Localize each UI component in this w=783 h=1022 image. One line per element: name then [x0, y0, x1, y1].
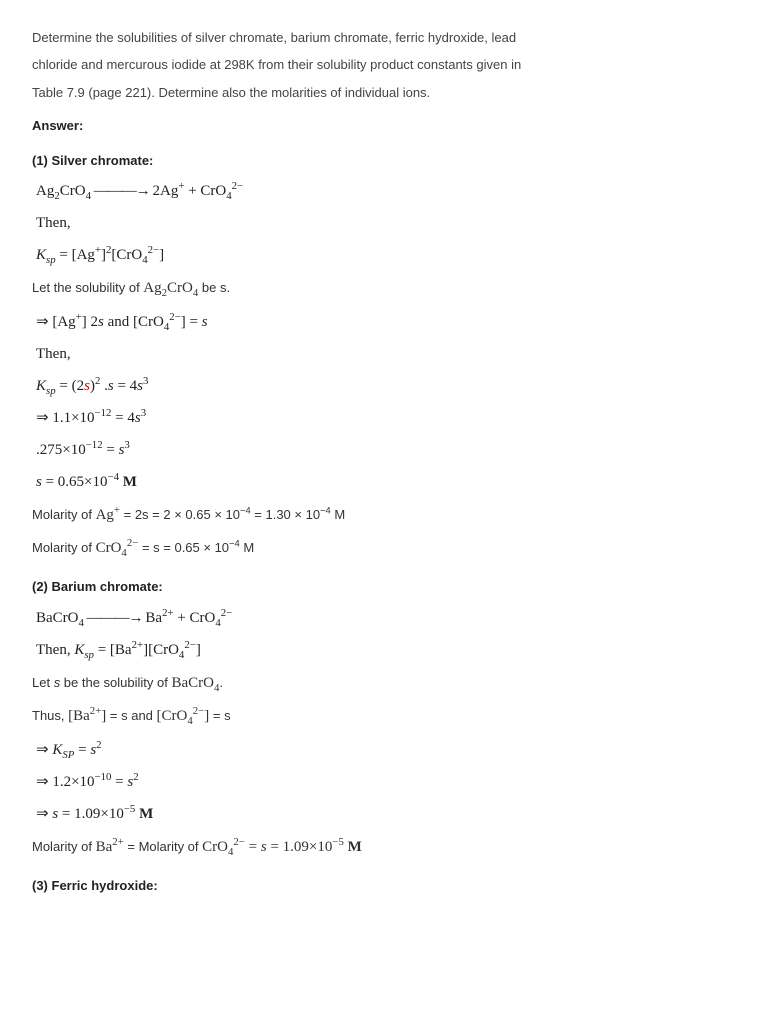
ksp-expression-2: Then, Ksp = [Ba2+][CrO42−]	[32, 635, 751, 665]
answer-label: Answer:	[32, 112, 751, 139]
calc-step-3: ⇒ 1.2×10−10 = s2	[32, 767, 751, 797]
silver-dissociation-eq: Ag2CrO4 ———→ 2Ag+ + CrO42−	[32, 176, 751, 206]
molarity-ba-cro4: Molarity of Ba2+ = Molarity of CrO42− = …	[32, 831, 751, 864]
molarity-cro4-1: Molarity of CrO42− = s = 0.65 × 10−4 M	[32, 532, 751, 565]
question-line-1: Determine the solubilities of silver chr…	[32, 30, 516, 45]
section-1-title: (1) Silver chromate:	[32, 147, 751, 174]
calc-step-1: ⇒ 1.1×10−12 = 4s3	[32, 403, 751, 433]
then-label-2: Then,	[32, 339, 751, 369]
section-3-title: (3) Ferric hydroxide:	[32, 872, 751, 899]
question-line-3: Table 7.9 (page 221). Determine also the…	[32, 85, 430, 100]
question-line-2: chloride and mercurous iodide at 298K fr…	[32, 57, 521, 72]
question-text: Determine the solubilities of silver chr…	[32, 24, 751, 106]
ksp-expression-1: Ksp = [Ag+]2[CrO42−]	[32, 240, 751, 270]
then-label-1: Then,	[32, 208, 751, 238]
implies-conc-1: ⇒ [Ag+] 2s and [CrO42−] = s	[32, 307, 751, 337]
calc-step-2: .275×10−12 = s3	[32, 435, 751, 465]
barium-dissociation-eq: BaCrO4 ———→ Ba2+ + CrO42−	[32, 603, 751, 633]
s-result-2: ⇒ s = 1.09×10−5 M	[32, 799, 751, 829]
let-solubility-1: Let the solubility of Ag2CrO4 be s.	[32, 272, 751, 305]
ksp-expansion-1: Ksp = (2s)2 .s = 4s3	[32, 371, 751, 401]
molarity-ag: Molarity of Ag+ = 2s = 2 × 0.65 × 10−4 =…	[32, 499, 751, 532]
thus-conc-2: Thus, [Ba2+] = s and [CrO42−] = s	[32, 700, 751, 733]
implies-ksp-2: ⇒ KSP = s2	[32, 735, 751, 765]
section-2-title: (2) Barium chromate:	[32, 573, 751, 600]
s-result-1: s = 0.65×10−4 M	[32, 467, 751, 497]
let-solubility-2: Let s be the solubility of BaCrO4.	[32, 667, 751, 700]
